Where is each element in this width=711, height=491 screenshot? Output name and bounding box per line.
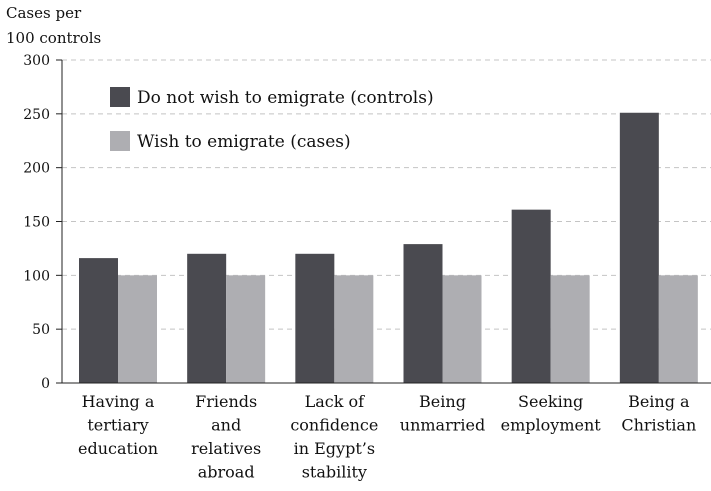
y-tick-label: 200 (23, 161, 50, 177)
bar-cases (442, 275, 482, 383)
axes (56, 59, 711, 384)
bar-cases (118, 275, 157, 383)
y-tick-label: 0 (41, 376, 50, 392)
x-category-label-line: abroad (198, 463, 255, 482)
y-tick-labels: 0 50 100 150 200 250 300 (23, 53, 50, 392)
bar-controls (511, 209, 551, 383)
x-category-label-line: tertiary (87, 416, 148, 435)
bar-controls (187, 253, 227, 383)
x-category-label-line: Seeking (518, 392, 583, 411)
x-category-label-line: stability (302, 463, 367, 482)
bar-controls (619, 112, 659, 384)
legend-label-controls: Do not wish to emigrate (controls) (137, 88, 434, 108)
y-tick-label: 100 (23, 268, 50, 284)
x-category-label-line: education (78, 439, 158, 458)
x-category-labels: Having a tertiary education Friends and relat… (78, 392, 696, 482)
bar-controls (79, 258, 118, 383)
legend-swatch-controls (110, 87, 130, 107)
x-category-label-line: and (211, 416, 241, 435)
x-category-label-line: Being (419, 392, 466, 411)
bars (79, 112, 698, 384)
legend-swatch-cases (110, 131, 130, 151)
gridlines (62, 59, 711, 330)
bar-controls (295, 253, 335, 383)
bar-cases (226, 275, 266, 383)
bar-cases (334, 275, 374, 383)
x-category-label-line: unmarried (400, 416, 485, 435)
bar-cases (658, 275, 698, 383)
bar-cases (550, 275, 590, 383)
x-category-label-line: employment (501, 416, 602, 435)
legend-label-cases: Wish to emigrate (cases) (137, 132, 351, 152)
y-axis-label: Cases per 100 controls (6, 4, 101, 47)
x-category-label-line: Lack of (305, 392, 366, 411)
x-category-label-line: Being a (628, 392, 690, 411)
y-tick-label: 150 (23, 215, 50, 231)
y-tick-label: 50 (32, 322, 50, 338)
bar-controls (403, 244, 443, 383)
x-category-label-line: Having a (82, 392, 155, 411)
y-tick-label: 300 (23, 53, 50, 69)
x-category-label-line: relatives (191, 439, 261, 458)
y-axis-label-line: Cases per (6, 4, 82, 22)
x-category-label-line: confidence (290, 416, 378, 435)
y-axis-label-line: 100 controls (6, 29, 101, 47)
x-category-label-line: in Egypt’s (294, 439, 375, 458)
x-category-label-line: Friends (195, 392, 257, 411)
y-tick-label: 250 (23, 107, 50, 123)
legend: Do not wish to emigrate (controls) Wish t… (110, 87, 434, 152)
x-category-label-line: Christian (621, 416, 696, 435)
